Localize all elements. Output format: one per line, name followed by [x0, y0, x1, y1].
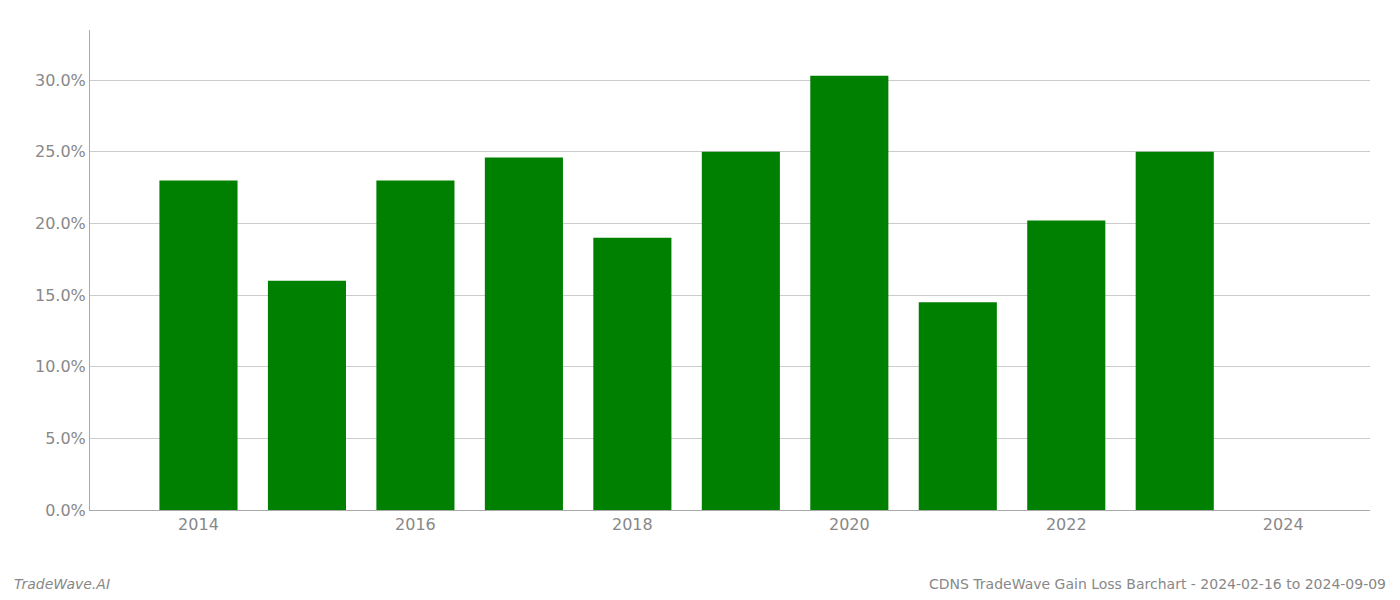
svg-text:20.0%: 20.0%: [35, 214, 86, 233]
svg-text:2016: 2016: [395, 515, 436, 534]
svg-text:2024: 2024: [1263, 515, 1304, 534]
svg-text:2018: 2018: [612, 515, 653, 534]
svg-text:0.0%: 0.0%: [45, 501, 86, 520]
svg-text:30.0%: 30.0%: [35, 71, 86, 90]
svg-text:10.0%: 10.0%: [35, 357, 86, 376]
svg-text:2014: 2014: [178, 515, 219, 534]
svg-text:15.0%: 15.0%: [35, 286, 86, 305]
svg-text:TradeWave.AI: TradeWave.AI: [14, 576, 110, 592]
svg-text:25.0%: 25.0%: [35, 142, 86, 161]
svg-text:2020: 2020: [829, 515, 870, 534]
svg-text:2022: 2022: [1046, 515, 1087, 534]
svg-text:CDNS TradeWave Gain Loss Barch: CDNS TradeWave Gain Loss Barchart - 2024…: [929, 576, 1386, 592]
svg-text:5.0%: 5.0%: [45, 429, 86, 448]
